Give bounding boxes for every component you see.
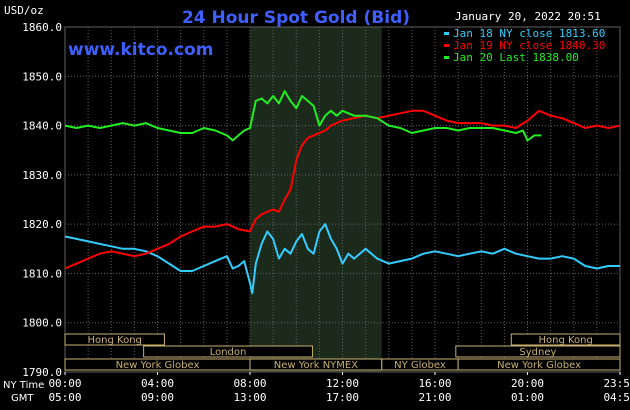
x-tick-label-ny: 23:59	[603, 377, 630, 390]
legend-swatch	[444, 32, 449, 35]
chart-datetime: January 20, 2022 20:51	[455, 10, 601, 23]
x-tick-label-ny: 12:00	[326, 377, 359, 390]
session-bar	[64, 333, 165, 346]
nymex-highlight-layer	[250, 27, 382, 372]
x-tick-label-gmt: 01:00	[511, 391, 544, 404]
x-tick-label-gmt: 05:00	[48, 391, 81, 404]
legend-entry: Jan 19 NY close 1840.30	[453, 39, 605, 52]
legend-swatch	[444, 44, 449, 47]
y-tick-label: 1820.0	[22, 218, 62, 231]
y-tick-label: 1800.0	[22, 317, 62, 330]
x-tick-label-ny: 16:00	[418, 377, 451, 390]
series-line-1	[64, 223, 620, 295]
session-bar	[510, 333, 621, 346]
legend-entry: Jan 20 Last 1838.00	[453, 51, 579, 64]
x-tick-label-gmt: 13:00	[233, 391, 266, 404]
session-bar	[457, 358, 621, 371]
session-bar	[143, 345, 313, 358]
y-tick-label: 1850.0	[22, 70, 62, 83]
y-tick-label: 1860.0	[22, 21, 62, 34]
session-label: New York Globex	[497, 360, 581, 371]
y-tick-label: 1810.0	[22, 267, 62, 280]
unit-label: USD/oz	[4, 4, 44, 17]
session-label: NY Globex	[394, 360, 446, 371]
axis-layer: 1790.0 1800.0 1810.0 1820.0 1830.0 1840.0 1850…	[22, 21, 630, 404]
x-tick-label-gmt: 17:00	[326, 391, 359, 404]
session-label: Sydney	[519, 347, 556, 358]
session-label: Hong Kong	[88, 335, 142, 346]
session-label: London	[210, 347, 247, 358]
x-tick-label-gmt: 21:00	[418, 391, 451, 404]
legend-entry: Jan 18 NY close 1813.60	[453, 27, 605, 40]
session-label: Hong Kong	[538, 335, 592, 346]
y-tick-label: 1790.0	[22, 366, 62, 379]
session-label: New York Globex	[116, 360, 200, 371]
y-tick-label: 1840.0	[22, 120, 62, 133]
x-tick-label-gmt: 09:00	[141, 391, 174, 404]
x-tick-label-ny: 20:00	[511, 377, 544, 390]
series-line-3	[64, 90, 542, 142]
ny-time-label: NY Time	[3, 380, 44, 391]
legend-swatch	[444, 56, 449, 59]
chart-title: 24 Hour Spot Gold (Bid)	[182, 8, 410, 28]
x-tick-label-ny: 00:00	[48, 377, 81, 390]
series-layer	[64, 90, 621, 295]
session-label: New York NYMEX	[274, 360, 359, 371]
x-tick-label-ny: 04:00	[141, 377, 174, 390]
nymex-session-highlight	[250, 27, 382, 372]
brand-link[interactable]: www.kitco.com	[68, 40, 213, 60]
session-bar	[455, 345, 621, 358]
gmt-label: GMT	[11, 393, 34, 404]
session-layer: Hong Kong Hong Kong London Sydney New York G…	[64, 333, 621, 371]
x-tick-label-gmt: 04:59	[603, 391, 630, 404]
series-line-2	[64, 109, 621, 270]
y-tick-label: 1830.0	[22, 169, 62, 182]
x-tick-label-ny: 08:00	[233, 377, 266, 390]
